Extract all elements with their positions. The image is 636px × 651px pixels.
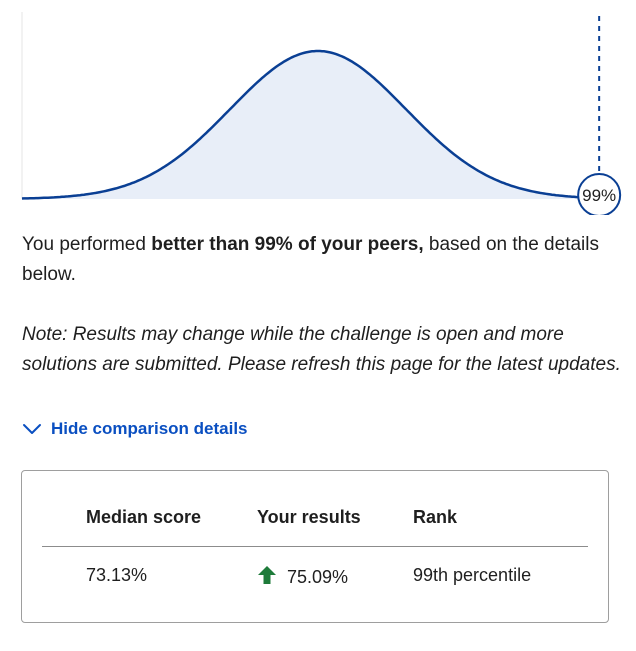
header-median-score: Median score bbox=[86, 507, 202, 527]
chevron-down-icon bbox=[23, 424, 41, 434]
summary-prefix: You performed bbox=[22, 234, 152, 255]
summary-suffix: based on the details below. bbox=[22, 234, 599, 285]
distribution-curve bbox=[21, 49, 607, 200]
percentile-marker-label: 99% bbox=[582, 186, 616, 205]
hide-comparison-details-button[interactable]: Hide comparison details bbox=[22, 419, 248, 439]
comparison-card: Median score Your results Rank 73.13% 75… bbox=[21, 470, 609, 623]
bell-curve-svg: 99% bbox=[21, 12, 622, 215]
distribution-chart: 99% bbox=[0, 0, 636, 215]
your-result-cell: 75.09% bbox=[257, 565, 348, 588]
rank-value: 99th percentile bbox=[413, 565, 532, 585]
distribution-area bbox=[22, 51, 606, 199]
performance-summary: You performed better than 99% of your pe… bbox=[22, 230, 622, 290]
toggle-label: Hide comparison details bbox=[51, 419, 248, 438]
percentile-marker-circle bbox=[577, 173, 622, 215]
comparison-divider bbox=[42, 546, 588, 547]
your-result-value: 75.09% bbox=[287, 567, 349, 587]
results-note: Note: Results may change while the chall… bbox=[22, 324, 621, 375]
median-score-value: 73.13% bbox=[86, 565, 148, 585]
summary-highlight: better than 99% of your peers, bbox=[151, 234, 424, 255]
header-rank: Rank bbox=[413, 507, 458, 527]
header-your-results: Your results bbox=[257, 507, 361, 527]
arrow-up-icon bbox=[258, 566, 276, 584]
